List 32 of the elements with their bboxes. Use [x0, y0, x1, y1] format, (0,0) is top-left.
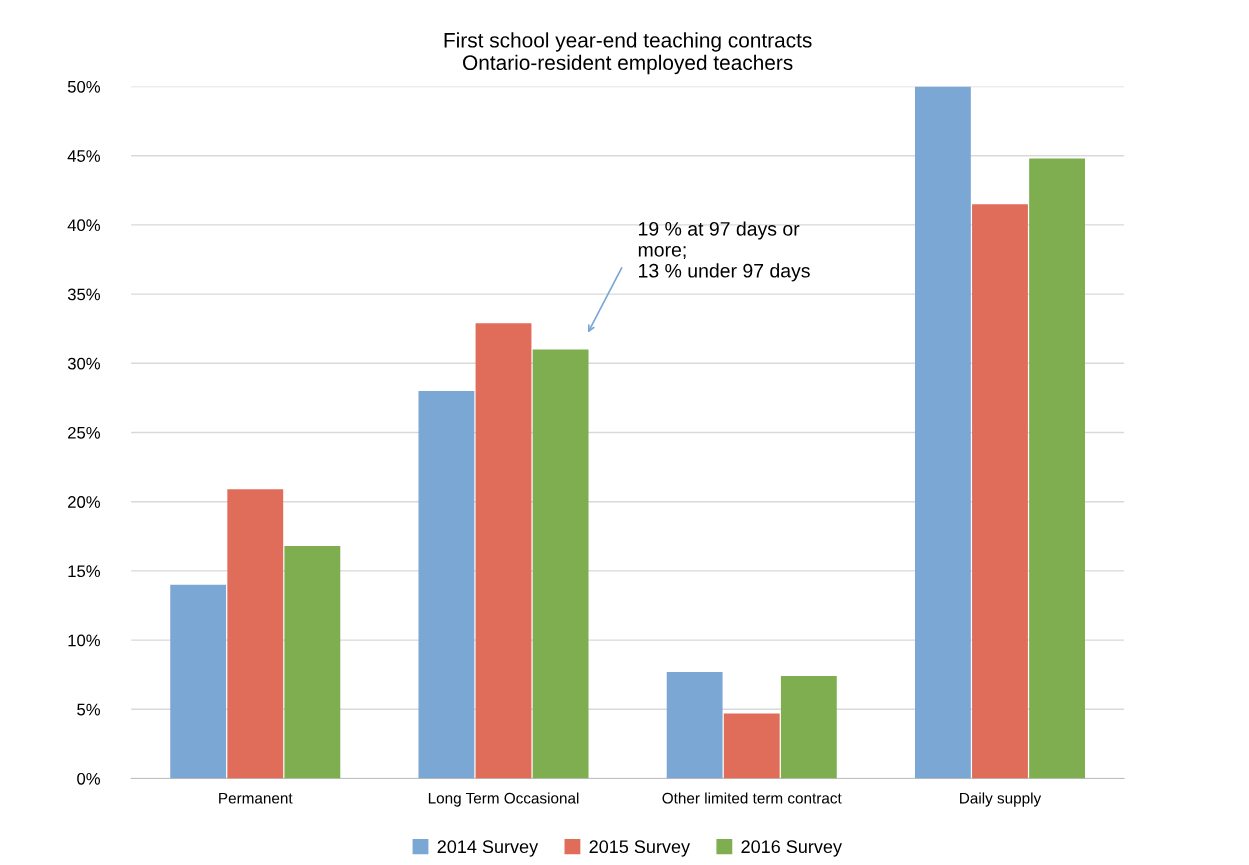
bar — [532, 349, 589, 779]
legend-label: 2014 Survey — [437, 840, 539, 857]
bar — [170, 584, 227, 779]
y-tick-label: 25% — [68, 426, 100, 439]
x-tick-label: Long Term Occasional — [428, 792, 579, 807]
y-tick-label: 20% — [68, 496, 100, 508]
chart-title: First school year-end teaching contracts Ontario-resident employed teachers — [444, 32, 812, 75]
bar — [475, 323, 532, 779]
bar — [666, 671, 723, 779]
y-tick-label: 10% — [68, 634, 100, 647]
bar — [914, 86, 971, 779]
bar — [1029, 158, 1085, 779]
bar — [723, 713, 780, 779]
x-tick-label: Permanent — [219, 792, 293, 804]
legend-label: 2016 Survey — [741, 840, 842, 857]
y-tick-label: 30% — [67, 357, 100, 370]
y-tick-label: 15% — [68, 565, 100, 578]
x-tick-label: Other limited term contract — [662, 792, 842, 804]
annotation: 19 % at 97 days or more; 13 % under 97 days — [638, 221, 810, 282]
y-tick-label: 35% — [67, 288, 100, 301]
x-tick-label: Daily supply — [960, 792, 1042, 807]
bar — [972, 204, 1028, 779]
bar — [418, 390, 475, 779]
bar — [780, 676, 837, 779]
y-tick-label: 5% — [77, 703, 100, 716]
y-tick-label: 50% — [67, 80, 100, 93]
legend-label: 2015 Survey — [589, 840, 691, 857]
y-tick-label: 40% — [67, 219, 100, 232]
bar — [227, 489, 284, 779]
bar — [284, 545, 341, 779]
y-tick-label: 45% — [67, 150, 100, 162]
y-tick-label: 0% — [77, 772, 100, 785]
